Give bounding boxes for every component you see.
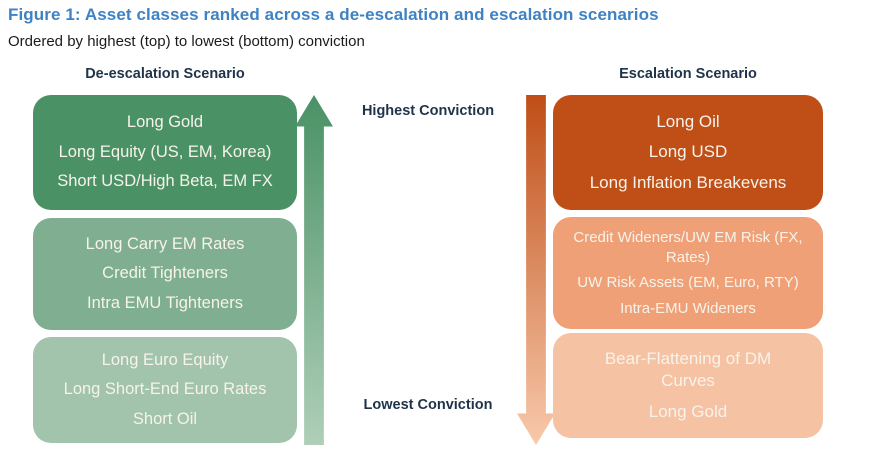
figure-subtitle: Ordered by highest (top) to lowest (bott…	[8, 33, 365, 50]
escalation-tier-highest: Long Oil Long USD Long Inflation Breakeven…	[553, 95, 823, 210]
escalation-tier-lowest: Bear-Flattening of DM Curves Long Gold	[553, 333, 823, 438]
tier-item: Long Carry EM Rates	[85, 234, 245, 253]
tier-item: Long USD	[648, 142, 728, 162]
tier-item: Short USD/High Beta, EM FX	[57, 172, 273, 191]
conviction-down-arrow-icon	[517, 95, 555, 445]
tier-item: Long Short-End Euro Rates	[63, 380, 267, 399]
tier-item: Credit Tighteners	[102, 264, 228, 283]
tier-item: Long Gold	[126, 113, 204, 132]
tier-item: Long Gold	[648, 401, 728, 421]
de-escalation-tier-middle: Long Carry EM Rates Credit Tighteners Intr…	[33, 218, 297, 330]
tier-item: Bear-Flattening of DM Curves	[604, 349, 772, 391]
tier-item: Long Oil	[656, 112, 720, 132]
tier-item: Credit Wideners/UW EM Risk (FX, Rates)	[573, 229, 803, 266]
conviction-up-arrow-icon	[295, 95, 333, 445]
de-escalation-header: De-escalation Scenario	[85, 66, 245, 82]
figure-title: Figure 1: Asset classes ranked across a …	[8, 5, 659, 24]
tier-item: Intra-EMU Wideners	[620, 299, 756, 317]
de-escalation-tier-lowest: Long Euro Equity Long Short-End Euro Rate…	[33, 337, 297, 443]
tier-item: Long Euro Equity	[101, 350, 229, 369]
lowest-conviction-label: Lowest Conviction	[363, 397, 493, 413]
de-escalation-tier-highest: Long Gold Long Equity (US, EM, Korea) Shor…	[33, 95, 297, 210]
tier-item: Intra EMU Tighteners	[87, 293, 243, 312]
escalation-header: Escalation Scenario	[619, 66, 757, 82]
tier-item: Long Equity (US, EM, Korea)	[58, 142, 272, 161]
tier-item: UW Risk Assets (EM, Euro, RTY)	[577, 274, 799, 291]
highest-conviction-label: Highest Conviction	[361, 103, 495, 119]
tier-item: Long Inflation Breakevens	[589, 172, 787, 192]
tier-item: Short Oil	[132, 409, 198, 428]
escalation-tier-middle: Credit Wideners/UW EM Risk (FX, Rates) UW…	[553, 217, 823, 329]
